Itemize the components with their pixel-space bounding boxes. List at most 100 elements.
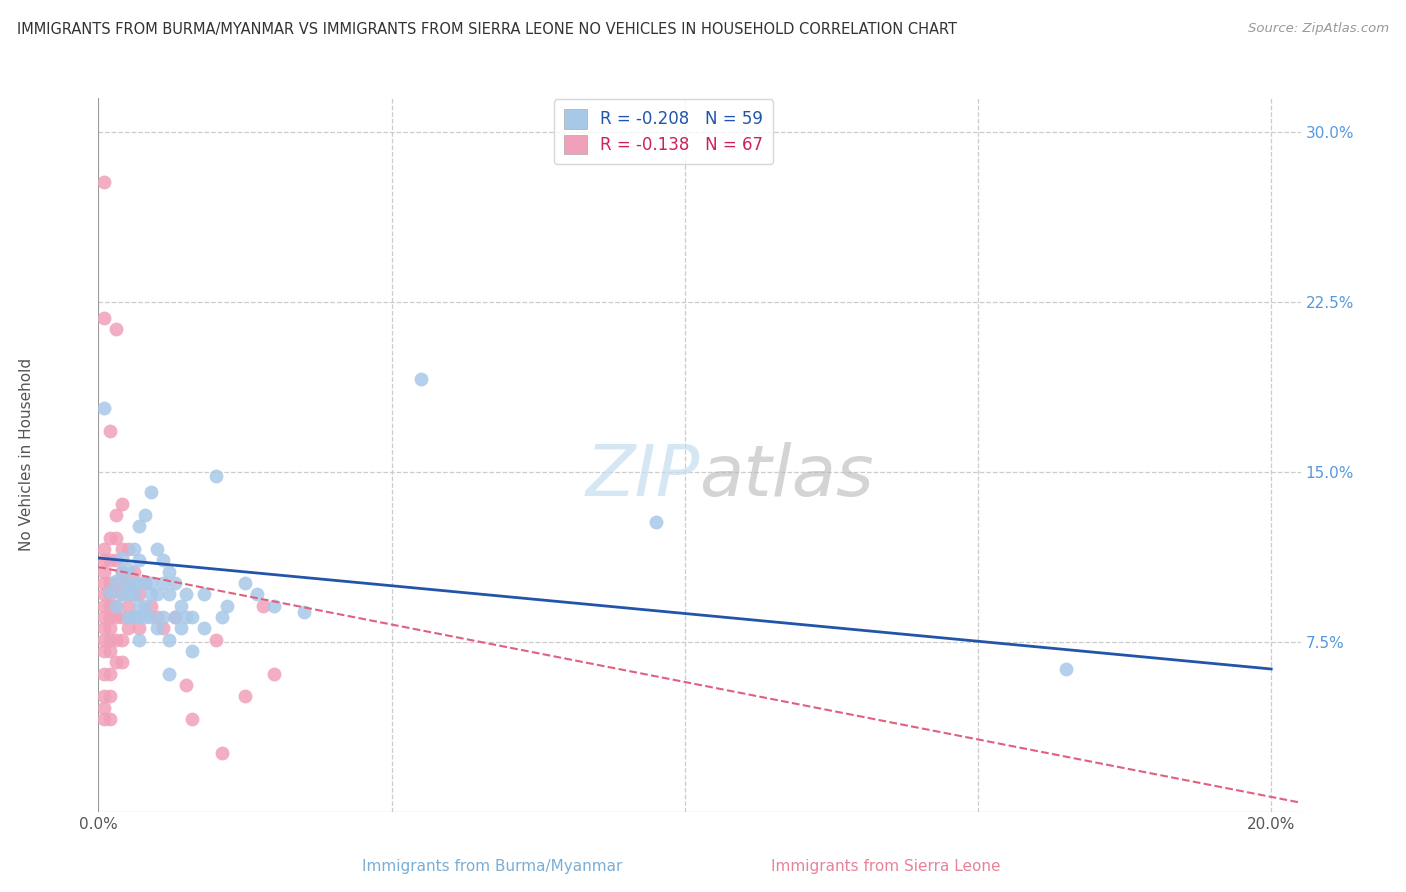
Point bbox=[141, 610, 163, 624]
Point bbox=[117, 610, 139, 624]
Point bbox=[141, 485, 163, 500]
Point bbox=[122, 610, 145, 624]
Point bbox=[93, 632, 115, 647]
Point bbox=[98, 585, 121, 599]
Legend: R = -0.208   N = 59, R = -0.138   N = 67: R = -0.208 N = 59, R = -0.138 N = 67 bbox=[554, 99, 773, 164]
Point bbox=[134, 575, 156, 590]
Point bbox=[93, 565, 115, 579]
Point bbox=[105, 322, 128, 336]
Point bbox=[98, 575, 121, 590]
Point bbox=[263, 666, 285, 681]
Point bbox=[105, 508, 128, 522]
Point bbox=[163, 610, 186, 624]
Point bbox=[98, 599, 121, 613]
Point bbox=[152, 575, 174, 590]
Point bbox=[146, 610, 169, 624]
Point bbox=[93, 587, 115, 601]
Point bbox=[128, 575, 150, 590]
Point bbox=[117, 621, 139, 635]
Point bbox=[146, 541, 169, 556]
Point bbox=[105, 632, 128, 647]
Point bbox=[176, 587, 198, 601]
Point bbox=[111, 610, 134, 624]
Point bbox=[128, 587, 150, 601]
Text: ZIP: ZIP bbox=[585, 442, 700, 511]
Text: Source: ZipAtlas.com: Source: ZipAtlas.com bbox=[1249, 22, 1389, 36]
Point bbox=[93, 700, 115, 714]
Point bbox=[122, 587, 145, 601]
Point bbox=[128, 553, 150, 567]
Point bbox=[122, 587, 145, 601]
Point bbox=[98, 666, 121, 681]
Text: IMMIGRANTS FROM BURMA/MYANMAR VS IMMIGRANTS FROM SIERRA LEONE NO VEHICLES IN HOU: IMMIGRANTS FROM BURMA/MYANMAR VS IMMIGRA… bbox=[17, 22, 957, 37]
Point bbox=[93, 644, 115, 658]
Point bbox=[128, 519, 150, 533]
Point bbox=[111, 551, 134, 566]
Point bbox=[128, 621, 150, 635]
Point bbox=[105, 574, 128, 588]
Point bbox=[105, 655, 128, 669]
Point bbox=[169, 599, 191, 613]
Point bbox=[111, 655, 134, 669]
Point bbox=[105, 575, 128, 590]
Point bbox=[117, 587, 139, 601]
Point bbox=[93, 541, 115, 556]
Point bbox=[211, 610, 233, 624]
Point bbox=[644, 515, 666, 529]
Point bbox=[98, 553, 121, 567]
Text: Immigrants from Sierra Leone: Immigrants from Sierra Leone bbox=[770, 859, 1001, 874]
Point bbox=[157, 565, 180, 579]
Point bbox=[157, 587, 180, 601]
Point bbox=[93, 610, 115, 624]
Point bbox=[152, 621, 174, 635]
Point bbox=[204, 469, 226, 483]
Point bbox=[105, 610, 128, 624]
Point bbox=[93, 310, 115, 325]
Point bbox=[111, 565, 134, 579]
Text: atlas: atlas bbox=[700, 442, 875, 511]
Point bbox=[181, 644, 204, 658]
Point bbox=[98, 632, 121, 647]
Point bbox=[146, 621, 169, 635]
Point bbox=[204, 632, 226, 647]
Point bbox=[111, 565, 134, 579]
Text: No Vehicles in Household: No Vehicles in Household bbox=[18, 359, 34, 551]
Point bbox=[157, 632, 180, 647]
Point bbox=[93, 553, 115, 567]
Point bbox=[98, 712, 121, 726]
Point bbox=[98, 587, 121, 601]
Point bbox=[93, 599, 115, 613]
Point bbox=[141, 599, 163, 613]
Point bbox=[246, 587, 269, 601]
Point bbox=[211, 746, 233, 760]
Point bbox=[193, 621, 215, 635]
Point bbox=[93, 712, 115, 726]
Point bbox=[105, 553, 128, 567]
Point bbox=[98, 689, 121, 703]
Point bbox=[98, 531, 121, 545]
Point bbox=[111, 632, 134, 647]
Point bbox=[252, 599, 274, 613]
Point bbox=[152, 610, 174, 624]
Point bbox=[117, 575, 139, 590]
Point bbox=[141, 575, 163, 590]
Point bbox=[128, 599, 150, 613]
Point bbox=[409, 372, 432, 386]
Text: Immigrants from Burma/Myanmar: Immigrants from Burma/Myanmar bbox=[361, 859, 623, 874]
Point bbox=[292, 606, 315, 620]
Point bbox=[105, 599, 128, 613]
Point bbox=[98, 610, 121, 624]
Point bbox=[152, 553, 174, 567]
Point bbox=[93, 621, 115, 635]
Point bbox=[98, 424, 121, 438]
Point bbox=[134, 599, 156, 613]
Point bbox=[105, 531, 128, 545]
Point bbox=[181, 610, 204, 624]
Point bbox=[233, 689, 256, 703]
Point bbox=[176, 610, 198, 624]
Point bbox=[157, 666, 180, 681]
Point bbox=[117, 599, 139, 613]
Point bbox=[111, 587, 134, 601]
Point bbox=[146, 587, 169, 601]
Point bbox=[111, 497, 134, 511]
